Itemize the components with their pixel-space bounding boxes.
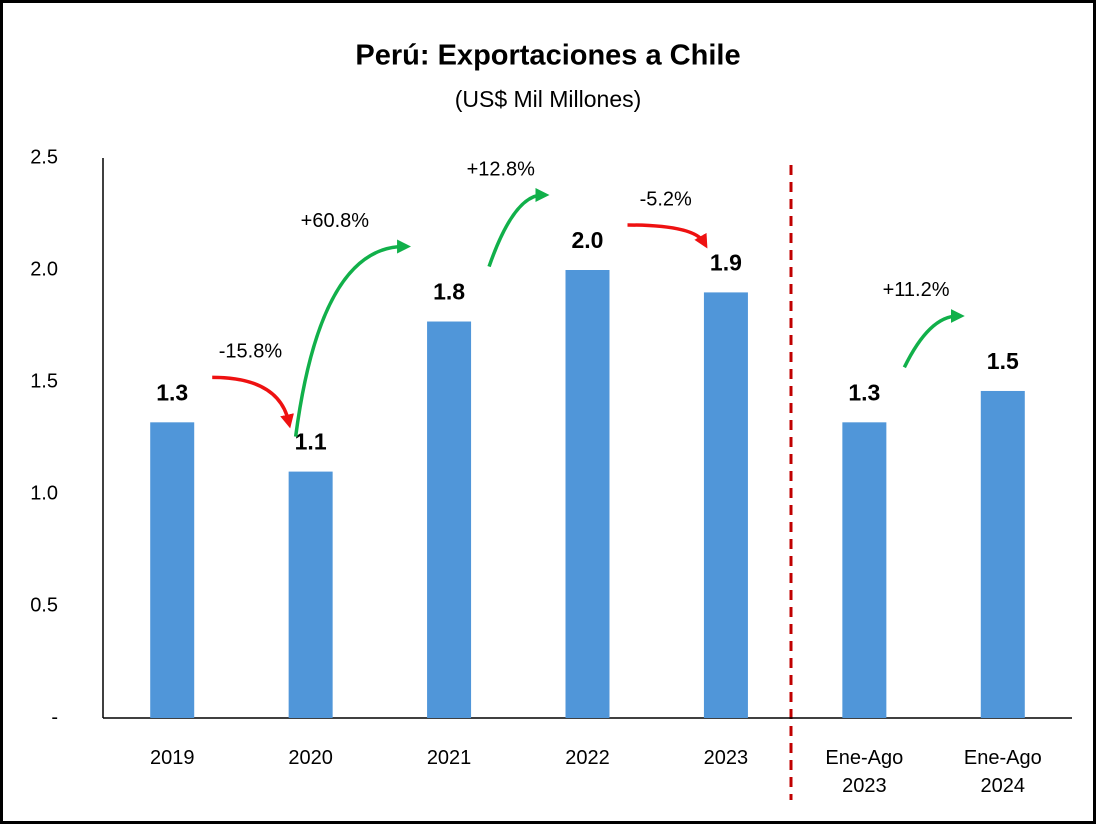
x-tick-label: 2021 bbox=[426, 747, 472, 769]
y-tick-label: 0.5 bbox=[30, 594, 58, 616]
x-tick-label: 2020 bbox=[288, 747, 333, 769]
growth-arrow bbox=[487, 188, 550, 268]
data-label: 1.3 bbox=[848, 379, 880, 405]
growth-label: +60.8% bbox=[301, 210, 370, 232]
y-tick-label: - bbox=[51, 706, 58, 728]
data-label: 1.3 bbox=[156, 379, 188, 405]
x-tick-label: 2022 bbox=[565, 747, 610, 769]
growth-arrow bbox=[902, 308, 965, 369]
x-tick-label: Ene-Ago 2024 bbox=[963, 747, 1042, 797]
growth-arrow bbox=[627, 223, 708, 249]
y-tick-label: 2.5 bbox=[30, 146, 58, 168]
bar bbox=[150, 422, 195, 718]
chart-subtitle: (US$ Mil Millones) bbox=[455, 86, 642, 112]
bar bbox=[842, 422, 887, 718]
y-tick-label: 1.0 bbox=[30, 482, 58, 504]
x-tick-label: 2019 bbox=[149, 747, 195, 769]
growth-label: -15.8% bbox=[219, 341, 283, 363]
chart-title: Perú: Exportaciones a Chile bbox=[355, 40, 740, 72]
data-label: 1.8 bbox=[433, 279, 465, 305]
growth-arrow bbox=[293, 239, 412, 437]
growth-label: -5.2% bbox=[640, 188, 692, 210]
growth-label: +12.8% bbox=[467, 158, 536, 180]
bar bbox=[980, 390, 1025, 718]
data-label: 1.5 bbox=[987, 348, 1019, 374]
y-tick-label: 1.5 bbox=[30, 370, 58, 392]
x-tick-label: Ene-Ago 2023 bbox=[825, 747, 904, 797]
data-label: 1.1 bbox=[295, 429, 327, 455]
data-label: 1.9 bbox=[710, 249, 742, 275]
growth-label: +11.2% bbox=[883, 279, 950, 301]
bar bbox=[427, 321, 472, 718]
bar bbox=[565, 270, 610, 718]
data-label: 2.0 bbox=[572, 227, 604, 253]
x-tick-label: 2023 bbox=[703, 747, 749, 769]
y-tick-label: 2.0 bbox=[30, 258, 58, 280]
growth-arrow bbox=[212, 375, 294, 429]
bar bbox=[288, 471, 333, 718]
bar bbox=[703, 292, 748, 718]
